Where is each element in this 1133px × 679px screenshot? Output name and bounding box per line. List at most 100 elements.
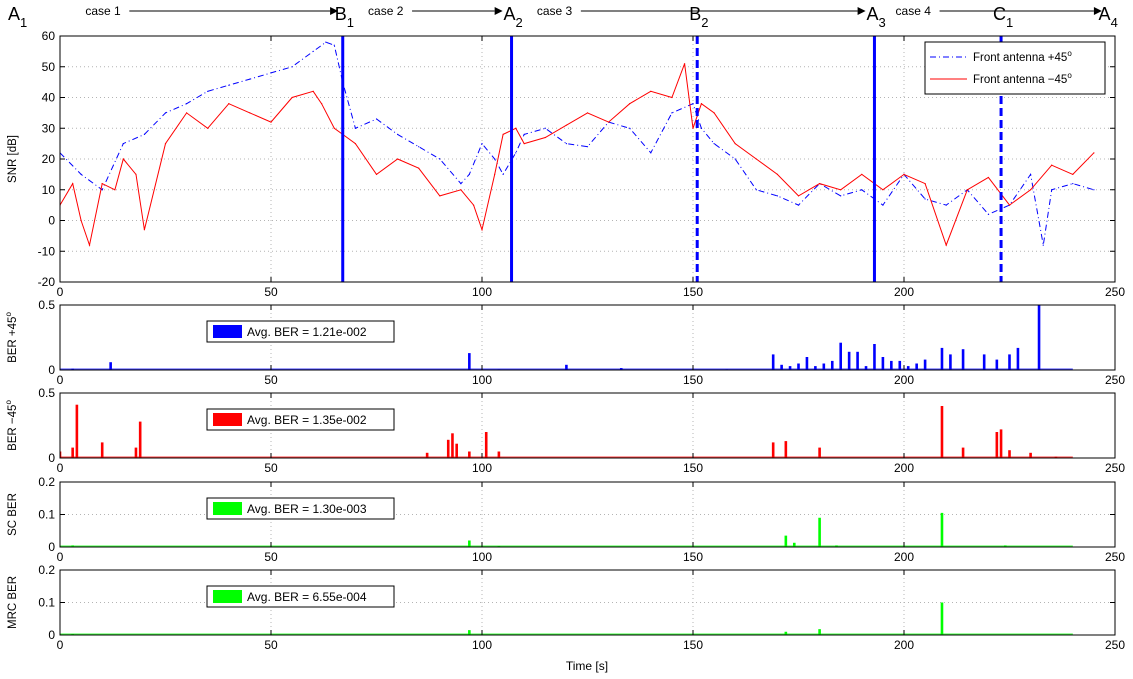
bar [1029,452,1032,458]
x-tick-label: 250 [1105,373,1125,387]
series-1-point [861,189,863,191]
point-label: B1 [335,4,354,30]
x-tick-label: 250 [1105,285,1125,299]
bar [830,360,834,370]
series-1-point [776,195,779,197]
legend-label: Front antenna +45o [973,49,1072,64]
series-1-point [1051,189,1053,191]
series-1-point [460,183,462,185]
series-1-point [502,173,504,175]
series-2-point [472,204,475,206]
bar [565,364,568,370]
series-2-point [629,103,631,105]
series-2-point [586,112,589,114]
series-1-point [987,213,990,215]
series-2-point [375,173,378,175]
series-1-point [164,112,167,114]
x-tick-label: 200 [894,461,914,475]
bar [468,540,471,547]
bar [780,364,783,370]
legend-swatch [213,590,242,603]
bar [864,366,868,370]
legend-box [924,41,1106,95]
bar [822,363,826,370]
series-2-point [608,121,610,123]
series-1-point [882,204,884,206]
bar [961,447,965,458]
bar [906,366,910,370]
point-label: A4 [1099,4,1118,30]
panel-3: 0 50 100 150 200 250 0 0.5 BER −45o Avg. BER = 1.… [4,386,1125,475]
series-1-point [468,173,470,175]
series-2-point [72,183,74,185]
series-1-point [924,198,926,200]
bar [771,442,775,458]
point-label: A3 [866,4,885,30]
series-2-point [418,167,420,169]
bar [138,421,142,458]
series-2-point [966,189,968,191]
y-axis-label: BER −45o [4,400,19,451]
case-annotations: A1 B1 A2 B2 A3 C1 A4 case 1 case 2 case 3 case 4 [8,4,1118,30]
series-2-point [683,63,686,65]
x-tick-label: 0 [57,638,64,652]
legend-box [206,408,395,431]
axes-box [59,304,1116,371]
series-2-point [776,173,779,175]
case-arrow-head [330,7,339,15]
bar [847,351,851,370]
legend-label: Avg. BER = 6.55e-004 [247,590,367,604]
series-2-point [439,195,441,197]
x-tick-label: 200 [894,550,914,564]
series-2-point [354,143,356,145]
series-1-point [629,127,631,129]
series-1-point [544,127,546,129]
bar [497,451,501,458]
series-2-point [523,143,525,145]
bar [788,366,792,370]
case-arrow-head [1093,7,1102,15]
x-axis-label: Time [s] [566,659,608,673]
point-label: A1 [8,4,27,30]
series-2-point [114,189,116,191]
series-2-point [515,127,517,129]
series-2-point [903,173,905,175]
series-1-point [797,204,800,206]
case-arrow-head [857,7,866,15]
case-label: case 4 [896,4,932,18]
y-axis-label: SNR [dB] [7,135,19,183]
x-tick-label: 150 [683,461,703,475]
series-1-point [515,152,517,154]
x-tick-label: 50 [264,550,278,564]
x-tick-label: 250 [1105,461,1125,475]
x-tick-label: 100 [472,373,492,387]
y-tick-label: 0 [48,628,55,642]
series-2-point [565,124,568,126]
series-2-point [80,219,82,222]
series-2-point [164,143,167,145]
legend-label: Front antenna −45o [973,71,1072,86]
x-tick-label: 50 [264,285,278,299]
y-tick-label: 0.2 [38,475,55,489]
x-tick-label: 150 [683,285,703,299]
series-2-point [135,173,137,175]
series-1-point [840,195,842,197]
series-2-point [291,96,293,99]
x-tick-label: 200 [894,373,914,387]
series-1-point [143,133,145,135]
series-1-point [650,152,652,154]
y-tick-label: 20 [42,152,56,166]
bar [814,366,817,370]
series-1-point [713,143,715,145]
bar [940,347,944,370]
x-tick-label: 50 [264,638,278,652]
x-tick-label: 0 [57,550,64,564]
series-2-point [671,96,673,99]
legend-label: Avg. BER = 1.35e-002 [247,413,367,427]
bar [995,359,999,370]
bar [898,360,902,370]
case-arrow-head [494,7,503,15]
bar [949,354,952,370]
series-1-point [312,50,314,52]
series-2-point [249,112,251,114]
